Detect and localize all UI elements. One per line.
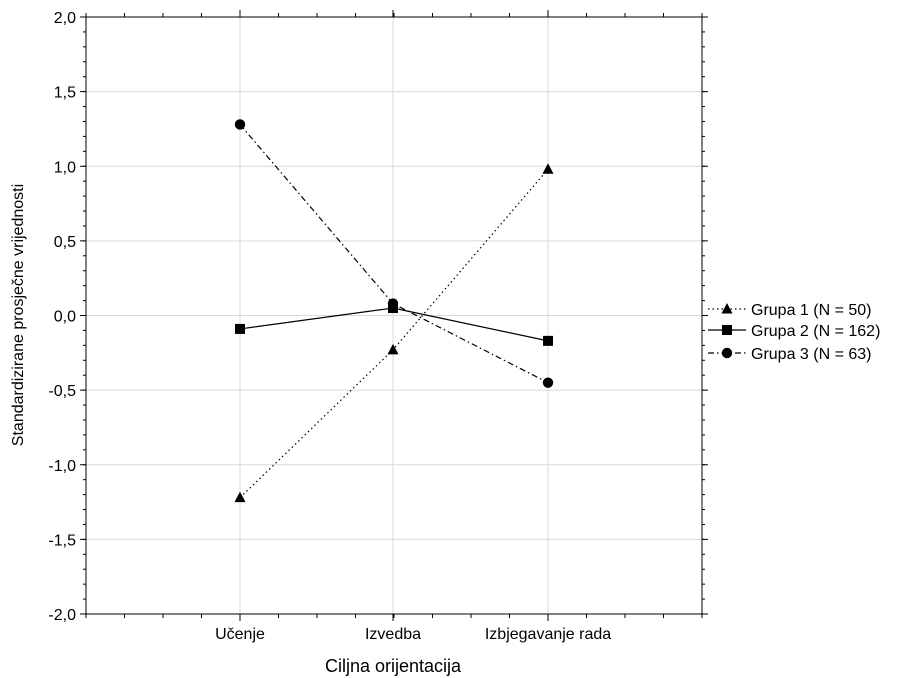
square-marker bbox=[722, 325, 732, 335]
y-axis-label: Standardizirane prosječne vrijednosti bbox=[10, 184, 27, 446]
triangle-marker bbox=[721, 303, 733, 314]
y-tick-label: 1,5 bbox=[54, 85, 76, 102]
series-group bbox=[234, 119, 554, 503]
square-marker bbox=[235, 323, 245, 334]
legend-item: Grupa 2 (N = 162) bbox=[708, 323, 880, 340]
y-tick-label: -0,5 bbox=[48, 383, 76, 400]
circle-marker bbox=[387, 298, 399, 309]
legend-item: Grupa 1 (N = 50) bbox=[708, 302, 872, 319]
circle-marker bbox=[542, 377, 554, 388]
y-tick-label: 0,5 bbox=[54, 234, 76, 251]
series-3 bbox=[234, 119, 554, 388]
x-tick-label: Učenje bbox=[215, 626, 265, 643]
y-tick-label: -1,5 bbox=[48, 532, 76, 549]
legend-label: Grupa 1 (N = 50) bbox=[751, 302, 872, 319]
x-axis-label: Ciljna orijentacija bbox=[325, 656, 462, 676]
y-tick-label: 2,0 bbox=[54, 10, 76, 27]
triangle-marker bbox=[387, 343, 399, 355]
x-tick-label: Izvedba bbox=[365, 626, 421, 643]
x-axis-ticks: Učenje Izvedba Izbjegavanje rada bbox=[85, 10, 703, 643]
y-tick-label: -2,0 bbox=[48, 607, 76, 624]
square-marker bbox=[543, 335, 553, 346]
grid-lines bbox=[86, 17, 702, 614]
legend-label: Grupa 2 (N = 162) bbox=[751, 323, 880, 340]
legend: Grupa 1 (N = 50) Grupa 2 (N = 162) Grupa 3… bbox=[708, 302, 880, 363]
series-line bbox=[239, 124, 549, 384]
series-line bbox=[239, 168, 549, 499]
triangle-marker bbox=[542, 163, 554, 174]
circle-marker bbox=[234, 119, 246, 130]
y-tick-label: 1,0 bbox=[54, 159, 76, 176]
y-tick-label: -1,0 bbox=[48, 458, 76, 475]
series-1 bbox=[234, 163, 554, 503]
series-2 bbox=[235, 303, 553, 346]
triangle-marker bbox=[234, 491, 246, 503]
circle-marker bbox=[721, 347, 733, 359]
x-tick-label: Izbjegavanje rada bbox=[485, 626, 611, 643]
y-tick-label: 0,0 bbox=[54, 309, 76, 326]
legend-label: Grupa 3 (N = 63) bbox=[751, 346, 872, 363]
legend-item: Grupa 3 (N = 63) bbox=[708, 346, 872, 363]
y-axis-ticks: -2,0 -1,5 -1,0 -0,5 0,0 0,5 1,0 1,5 2,0 bbox=[48, 10, 708, 624]
